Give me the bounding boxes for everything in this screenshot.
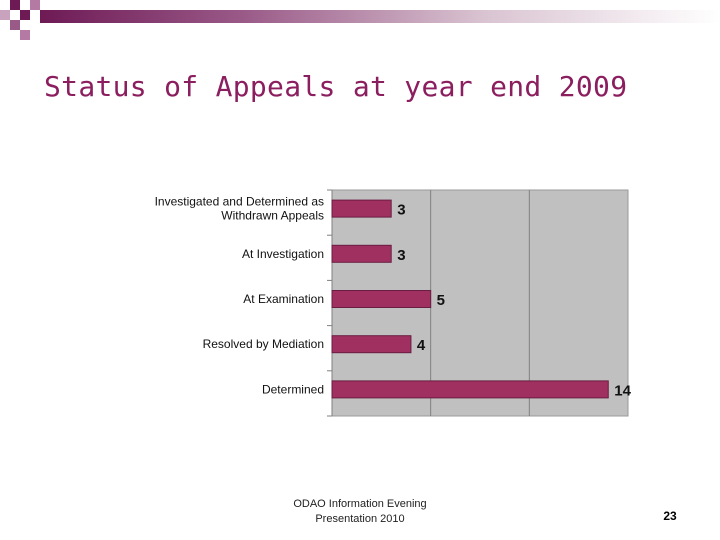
data-label: 3 bbox=[397, 247, 405, 264]
bar bbox=[331, 290, 432, 308]
header-square-2 bbox=[30, 0, 40, 10]
header-square-5 bbox=[10, 20, 20, 30]
header-gradient-bar bbox=[40, 10, 720, 23]
data-label: 14 bbox=[614, 382, 631, 399]
category-label: Determined bbox=[262, 382, 324, 396]
header-square-3 bbox=[0, 10, 10, 20]
header-square-1 bbox=[10, 0, 20, 10]
footer-caption: ODAO Information Evening Presentation 20… bbox=[230, 497, 490, 527]
header-square-6 bbox=[20, 30, 30, 40]
bar bbox=[331, 380, 609, 399]
category-label: At Examination bbox=[243, 292, 324, 306]
bar bbox=[331, 244, 392, 263]
category-label: At Investigation bbox=[242, 247, 324, 261]
data-label: 4 bbox=[417, 337, 426, 354]
category-label: Investigated and Determined as bbox=[155, 195, 324, 209]
bar bbox=[331, 199, 392, 218]
slide-title: Status of Appeals at year end 2009 bbox=[44, 70, 628, 103]
footer-line-2: Presentation 2010 bbox=[315, 513, 405, 525]
category-label: Withdrawn Appeals bbox=[221, 209, 324, 223]
data-label: 3 bbox=[397, 202, 405, 219]
slide-number: 23 bbox=[663, 509, 677, 523]
bar bbox=[331, 335, 412, 354]
header-square-4 bbox=[20, 10, 30, 20]
footer-line-1: ODAO Information Evening bbox=[293, 498, 427, 510]
data-label: 5 bbox=[437, 292, 445, 309]
appeals-bar-chart: 3 Investigated and Determined asWithdrawn… bbox=[155, 189, 632, 417]
category-label: Resolved by Mediation bbox=[203, 337, 324, 351]
